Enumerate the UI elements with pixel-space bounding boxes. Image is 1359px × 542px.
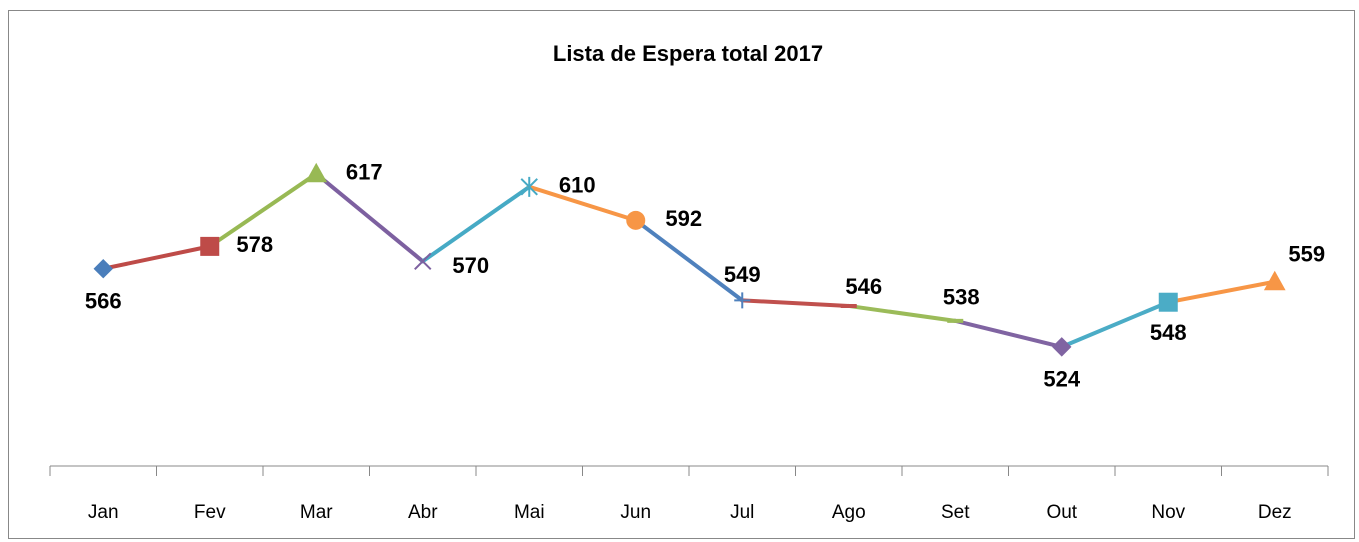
data-label: 578 [236,232,273,257]
marker [520,176,538,197]
x-tick-label: Fev [194,502,226,523]
marker [1052,337,1072,357]
line-segment [527,184,638,223]
line-segment [420,184,532,264]
marker [626,210,646,230]
x-tick-label: Out [1046,502,1077,523]
x-tick-label: Abr [408,502,438,523]
x-tick-label: Mar [300,502,333,523]
data-label: 524 [1043,367,1080,392]
marker [305,162,328,183]
marker [1158,292,1178,312]
x-tick-label: Nov [1151,502,1185,523]
line-segment [633,218,745,303]
data-label: 566 [85,289,122,314]
line-segment [207,171,319,249]
data-label: 610 [559,173,596,198]
x-tick-label: Jan [88,502,119,523]
line-segment [314,171,425,264]
marker [200,236,220,256]
data-label: 546 [845,274,882,299]
x-tick-label: Dez [1258,502,1292,523]
marker [414,252,432,270]
x-tick-label: Mai [514,502,545,523]
data-label: 559 [1288,242,1325,267]
x-tick-label: Jul [730,502,754,523]
x-tick-label: Set [941,502,970,523]
data-label: 592 [665,206,702,231]
x-tick-label: Jun [620,502,651,523]
chart-border [8,10,1355,539]
line-segment [101,244,212,271]
line-segment [1166,279,1277,305]
marker [1263,270,1286,291]
marker [734,292,751,309]
data-label: 548 [1150,320,1187,345]
line-segment [846,303,958,323]
chart-title: Lista de Espera total 2017 [553,41,823,66]
marker [93,259,113,279]
data-label: 538 [943,285,980,310]
data-label: 617 [346,160,383,185]
x-tick-label: Ago [832,502,866,523]
line-segment [1059,300,1171,349]
line-segment [740,298,851,308]
data-label: 549 [724,262,761,287]
data-label: 570 [452,253,489,278]
line-segment [953,318,1064,349]
